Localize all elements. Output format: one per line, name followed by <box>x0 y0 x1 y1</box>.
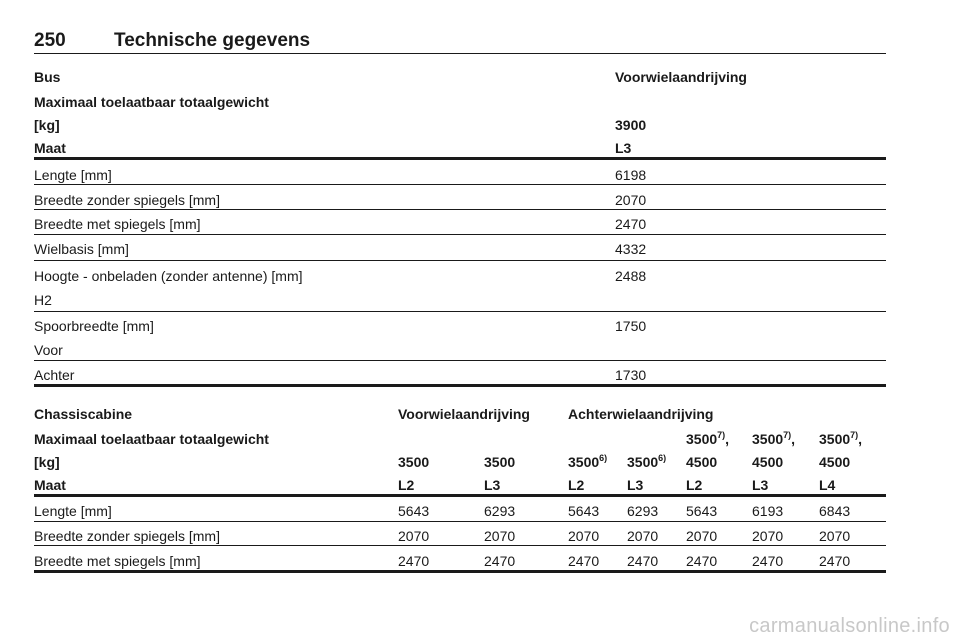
row-label: Achter <box>34 367 75 383</box>
table-chassis-gvw-label: Maximaal toelaatbaar totaalgewicht <box>34 431 269 447</box>
weight-cell: 35007), <box>752 430 796 448</box>
weight-cell: 35007), <box>819 430 863 448</box>
row-label: Spoorbreedte [mm] <box>34 318 154 334</box>
row-value: 2470 <box>568 553 600 569</box>
weight-cell-line2: 4500 <box>686 454 718 470</box>
footnote-marker: 6) <box>599 453 608 463</box>
row-value: 2470 <box>686 553 718 569</box>
page-number: 250 <box>34 30 66 51</box>
row-value: 2070 <box>819 528 851 544</box>
row-label: Breedte met spiegels [mm] <box>34 553 201 569</box>
watermark: carmanualsonline.info <box>749 615 950 637</box>
row-divider <box>34 545 886 546</box>
row-divider <box>34 260 886 261</box>
size-cell: L3 <box>752 477 769 493</box>
size-cell: L2 <box>568 477 585 493</box>
footnote-marker: 7) <box>850 430 859 440</box>
row-label: Lengte [mm] <box>34 503 112 519</box>
row-value: 1750 <box>615 318 647 334</box>
weight-cell: 35007), <box>686 430 730 448</box>
page-header: 250 Technische gegevens <box>34 30 886 51</box>
footnote-marker: 6) <box>658 453 667 463</box>
row-value: 5643 <box>568 503 600 519</box>
row-divider <box>34 360 886 361</box>
table-chassis-fwd: Voorwielaandrijving <box>398 406 530 422</box>
row-value: 2070 <box>627 528 659 544</box>
row-value: 2470 <box>752 553 784 569</box>
size-cell: L4 <box>819 477 836 493</box>
table-chassis-kg-label: [kg] <box>34 454 60 470</box>
weight-cell: 3500 <box>398 454 430 470</box>
page-title: Technische gegevens <box>114 30 311 51</box>
table-chassis-header-rule <box>34 494 886 497</box>
weight-cell: 35006) <box>627 453 667 471</box>
row-value: 2070 <box>484 528 516 544</box>
row-value: 6293 <box>627 503 659 519</box>
table-chassis-title: Chassiscabine <box>34 406 133 422</box>
table-bus-kg-value: 3900 <box>615 117 647 133</box>
row-divider <box>34 209 886 210</box>
row-value: 6193 <box>752 503 784 519</box>
row-value: 4332 <box>615 241 647 257</box>
row-value: 6198 <box>615 167 647 183</box>
footnote-marker: 7) <box>783 430 792 440</box>
row-value: 2470 <box>627 553 659 569</box>
row-label: Hoogte - onbeladen (zonder antenne) [mm] <box>34 268 303 284</box>
table-bus-title: Bus <box>34 69 61 85</box>
row-value: 2470 <box>484 553 516 569</box>
table-bus-drive: Voorwielaandrijving <box>615 69 747 85</box>
table-bus-size-label: Maat <box>34 140 66 156</box>
table-bus-end-rule <box>34 384 886 387</box>
row-label: Breedte met spiegels [mm] <box>34 216 201 232</box>
weight-cell: 35006) <box>568 453 608 471</box>
table-chassis-size-label: Maat <box>34 477 66 493</box>
row-value: 6293 <box>484 503 516 519</box>
size-cell: L3 <box>484 477 501 493</box>
row-label: Wielbasis [mm] <box>34 241 129 257</box>
row-sublabel: Voor <box>34 342 63 358</box>
row-divider <box>34 184 886 185</box>
header-rule <box>34 53 886 54</box>
row-value: 2488 <box>615 268 647 284</box>
row-label: Breedte zonder spiegels [mm] <box>34 528 220 544</box>
row-value: 2070 <box>752 528 784 544</box>
row-value: 2470 <box>398 553 430 569</box>
table-bus-gvw-label: Maximaal toelaatbaar totaalgewicht <box>34 94 269 110</box>
row-divider <box>34 234 886 235</box>
row-value: 5643 <box>398 503 430 519</box>
row-label: Breedte zonder spiegels [mm] <box>34 192 220 208</box>
row-value: 2070 <box>568 528 600 544</box>
table-bus-kg-label: [kg] <box>34 117 60 133</box>
table-chassis-end-rule <box>34 570 886 573</box>
footnote-marker: 7) <box>717 430 726 440</box>
row-value: 2070 <box>615 192 647 208</box>
row-value: 2470 <box>819 553 851 569</box>
row-sublabel: H2 <box>34 292 52 308</box>
weight-cell: 3500 <box>484 454 516 470</box>
weight-cell-line2: 4500 <box>752 454 784 470</box>
row-value: 2070 <box>398 528 430 544</box>
table-bus-size-value: L3 <box>615 140 632 156</box>
row-value: 1730 <box>615 367 647 383</box>
size-cell: L3 <box>627 477 644 493</box>
size-cell: L2 <box>686 477 703 493</box>
weight-cell-line2: 4500 <box>819 454 851 470</box>
row-divider <box>34 311 886 312</box>
row-divider <box>34 521 886 522</box>
table-bus-header-rule <box>34 157 886 160</box>
table-chassis-rwd: Achterwielaandrijving <box>568 406 714 422</box>
row-value: 6843 <box>819 503 851 519</box>
row-value: 5643 <box>686 503 718 519</box>
size-cell: L2 <box>398 477 415 493</box>
row-value: 2470 <box>615 216 647 232</box>
row-label: Lengte [mm] <box>34 167 112 183</box>
row-value: 2070 <box>686 528 718 544</box>
